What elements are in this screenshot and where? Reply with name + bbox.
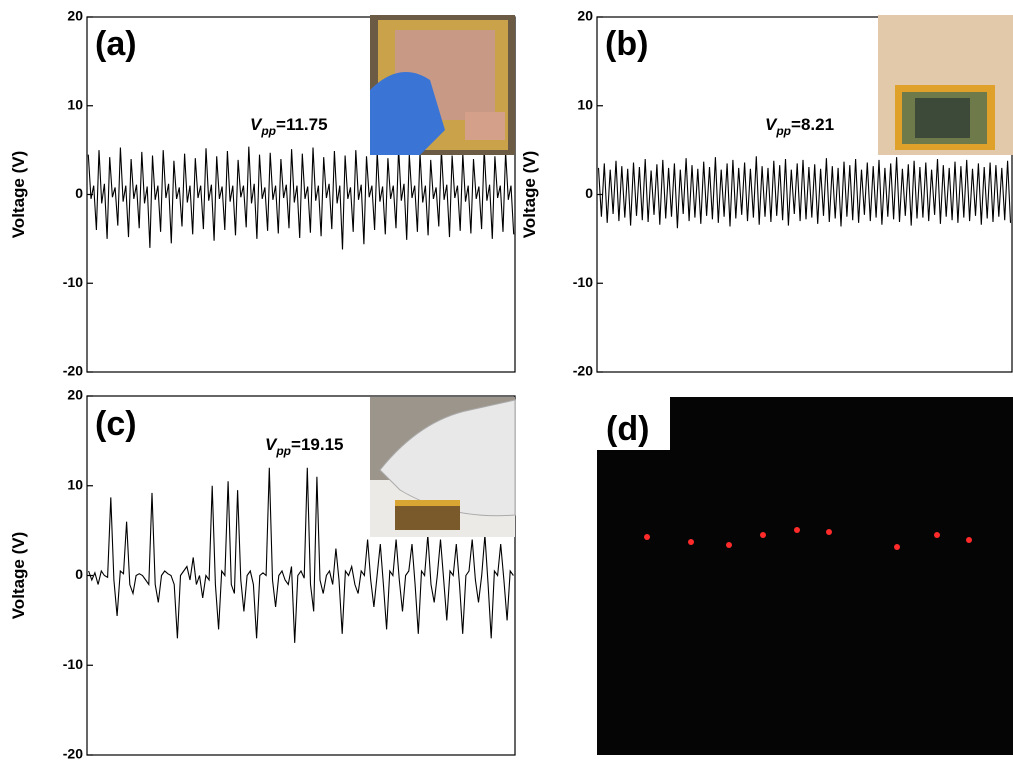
annotation-symbol: V [250,115,263,134]
annotation-text: =8.21 [791,115,834,134]
panel-label: (b) [605,25,648,63]
annotation-symbol: V [765,115,778,134]
y-tick-label: -20 [63,746,83,762]
annotation-symbol: V [265,435,278,454]
annotation-subscript: pp [775,124,791,138]
panel-label: (a) [95,25,137,63]
y-tick-label: 20 [67,387,83,403]
inset-photo-a [370,15,515,155]
signal-line [87,146,515,250]
panel: -20 -10 0 10 20 Voltage (V) [9,8,516,379]
y-axis-label: Voltage (V) [9,151,28,239]
signal-line [597,156,1012,229]
annotation: Vpp=19.15 [265,435,344,458]
y-tick-label: 10 [67,476,83,492]
y-tick-label: 20 [577,8,593,24]
annotation: Vpp=8.21 [765,115,834,138]
y-tick-label: 0 [75,185,83,201]
panel-label: (d) [606,410,649,448]
y-tick-label: -10 [573,274,593,290]
y-tick-label: 20 [67,8,83,24]
annotation-subscript: pp [275,444,291,458]
inset-photo-b [878,15,1013,155]
y-tick-label: 0 [585,185,593,201]
y-axis-label: Voltage (V) [520,151,539,239]
panel: -20 -10 0 10 20 Voltage (V) [520,8,1013,379]
photo-d: (d) [597,397,1013,755]
y-tick-label: -20 [63,363,83,379]
inset-photo-c [370,397,516,537]
signal-line [88,467,514,643]
y-tick-label: -10 [63,656,83,672]
annotation-text: =19.15 [291,435,343,454]
y-tick-label: 0 [75,566,83,582]
annotation-text: =11.75 [276,115,328,134]
panel: -20 -10 0 10 20 Voltage (V) [9,387,516,762]
y-tick-label: -10 [63,274,83,290]
y-tick-label: 10 [67,96,83,112]
y-tick-label: 10 [577,96,593,112]
y-tick-label: -20 [573,363,593,379]
y-axis-label: Voltage (V) [9,532,28,620]
panel-label: (c) [95,405,137,443]
annotation: Vpp=11.75 [250,115,328,138]
annotation-subscript: pp [260,124,276,138]
